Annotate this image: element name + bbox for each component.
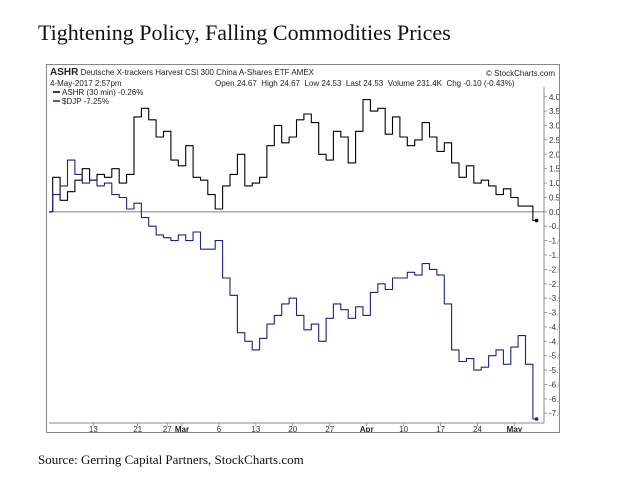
header-ticker-line: ASHR Deutsche X-trackers Harvest CSI 300… xyxy=(50,67,314,78)
ticker-description: Deutsche X-trackers Harvest CSI 300 Chin… xyxy=(80,68,314,77)
y-tick-label: 3.5% xyxy=(549,107,559,116)
y-tick-label: -1.0% xyxy=(549,237,559,246)
series-line-djp xyxy=(49,159,537,420)
open-value: 24.67 xyxy=(236,79,257,88)
open-label: Open xyxy=(215,79,235,88)
x-tick-label: 24 xyxy=(473,425,482,432)
y-tick-label: -4.0% xyxy=(549,323,559,332)
legend-entry: $DJP -7.25% xyxy=(62,97,109,106)
y-tick-label: -7.0% xyxy=(549,409,559,418)
last-label: Last xyxy=(345,79,361,88)
chart-svg: 4.0% 3.5% 3.0% 2.5% 2.0% 1.5% 1.0% 0.5% 0.0% -0.5… xyxy=(49,87,559,432)
y-tick-label: 4.0% xyxy=(549,93,559,102)
y-tick-label: 2.5% xyxy=(549,136,559,145)
x-tick-label: 27 xyxy=(163,425,172,432)
y-tick-label: -3.0% xyxy=(549,294,559,303)
y-tick-label: -1.5% xyxy=(549,251,559,260)
y-tick-label: -2.5% xyxy=(549,280,559,289)
y-tick-label: -5.5% xyxy=(549,366,559,375)
y-tick-label: 0.0% xyxy=(549,208,559,217)
y-tick-label: -6.0% xyxy=(549,380,559,389)
volume-label: Volume xyxy=(387,79,415,88)
x-tick-label: 20 xyxy=(288,425,297,432)
series-line-ashr xyxy=(49,99,537,222)
y-tick-label: -0.5% xyxy=(549,222,559,231)
ticker-symbol: ASHR xyxy=(50,67,79,78)
stockcharts-brand: © StockCharts.com xyxy=(485,69,555,78)
y-tick-label: 2.0% xyxy=(549,150,559,159)
last-value: 24.53 xyxy=(363,79,384,88)
y-tick-label: -5.0% xyxy=(549,352,559,361)
chart-frame: ASHR Deutsche X-trackers Harvest CSI 300… xyxy=(46,64,560,433)
volume-value: 231.4K xyxy=(416,79,442,88)
chg-label: Chg xyxy=(446,79,462,88)
x-tick-label: 13 xyxy=(251,425,260,432)
x-tick-label: May xyxy=(507,425,523,432)
legend-entry: ASHR (30 min) -0.26% xyxy=(62,88,143,97)
y-tick-label: 1.5% xyxy=(549,165,559,174)
quote-line: Open 24.67 High 24.67 Low 24.53 Last 24.… xyxy=(215,79,515,88)
y-tick-label: -2.0% xyxy=(549,265,559,274)
chg-value: -0.10 (-0.43%) xyxy=(463,79,515,88)
y-tick-label: 3.0% xyxy=(549,122,559,131)
series-end-point xyxy=(534,218,539,223)
y-tick-label: 1.0% xyxy=(549,179,559,188)
x-tick-label: 6 xyxy=(217,425,222,432)
x-tick-label: Mar xyxy=(175,425,189,432)
source-note: Source: Gerring Capital Partners, StockC… xyxy=(38,452,304,467)
y-tick-label: -4.5% xyxy=(549,337,559,346)
y-tick-label: -6.5% xyxy=(549,395,559,404)
high-label: High xyxy=(261,79,278,88)
x-tick-label: 10 xyxy=(399,425,408,432)
x-tick-label: 27 xyxy=(325,425,334,432)
series-end-point xyxy=(534,417,539,421)
plot-layer: 4.0% 3.5% 3.0% 2.5% 2.0% 1.5% 1.0% 0.5% 0.0% -0.5… xyxy=(49,87,559,432)
timestamp: 4-May-2017 2:57pm xyxy=(50,79,122,88)
x-tick-label: 17 xyxy=(436,425,445,432)
page-title: Tightening Policy, Falling Commodities P… xyxy=(38,20,451,45)
x-tick-label: 21 xyxy=(133,425,142,432)
y-tick-label: -3.5% xyxy=(549,309,559,318)
high-value: 24.67 xyxy=(279,79,301,88)
y-tick-label: 0.5% xyxy=(549,193,559,202)
x-tick-label: Apr xyxy=(360,425,374,432)
low-label: Low xyxy=(304,79,320,88)
low-value: 24.53 xyxy=(321,79,342,88)
x-tick-label: 13 xyxy=(89,425,98,432)
